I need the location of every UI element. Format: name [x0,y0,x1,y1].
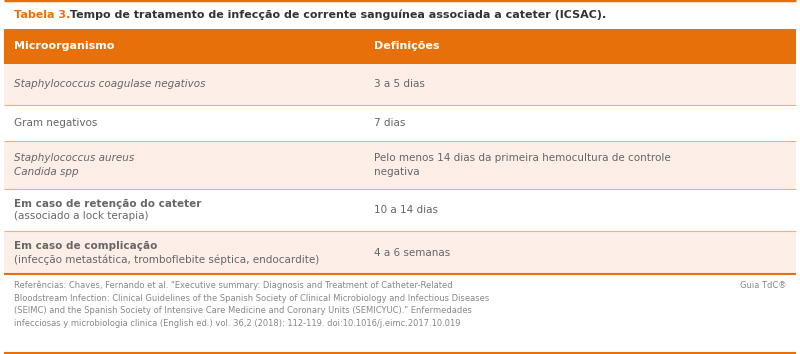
Text: Pelo menos 14 dias da primeira hemocultura de controle
negativa: Pelo menos 14 dias da primeira hemocultu… [374,153,670,177]
Text: Em caso de retenção do cateter: Em caso de retenção do cateter [14,199,201,209]
Bar [4,141,796,189]
Text: Microorganismo: Microorganismo [14,41,114,51]
Text: Definições: Definições [374,41,439,51]
Text: Staphylococcus aureus: Staphylococcus aureus [14,153,134,163]
Text: (associado a lock terapia): (associado a lock terapia) [14,211,148,222]
Text: 4 a 6 semanas: 4 a 6 semanas [374,248,450,258]
Text: 3 a 5 dias: 3 a 5 dias [374,79,425,90]
Bar [4,0,796,29]
Bar [4,105,796,141]
Text: 7 dias: 7 dias [374,118,405,128]
Text: Tempo de tratamento de infecção de corrente sanguínea associada a cateter (ICSAC: Tempo de tratamento de infecção de corre… [66,9,606,20]
Text: Referências: Chaves, Fernando et al. "Executive summary: Diagnosis and Treatment: Referências: Chaves, Fernando et al. "Ex… [14,281,489,328]
Text: Candida spp: Candida spp [14,167,78,177]
Text: 10 a 14 dias: 10 a 14 dias [374,205,438,215]
Bar [4,64,796,105]
Bar [4,274,796,354]
Bar [4,29,796,64]
Text: Em caso de complicação: Em caso de complicação [14,241,157,251]
Bar [4,189,796,232]
Bar [4,232,796,274]
Text: Gram negativos: Gram negativos [14,118,97,128]
Text: Guia TdC®: Guia TdC® [740,281,786,290]
Text: Staphylococcus coagulase negativos: Staphylococcus coagulase negativos [14,79,205,90]
Text: Tabela 3.: Tabela 3. [14,10,70,19]
Text: (infecção metastática, tromboflebite séptica, endocardite): (infecção metastática, tromboflebite sép… [14,254,319,264]
